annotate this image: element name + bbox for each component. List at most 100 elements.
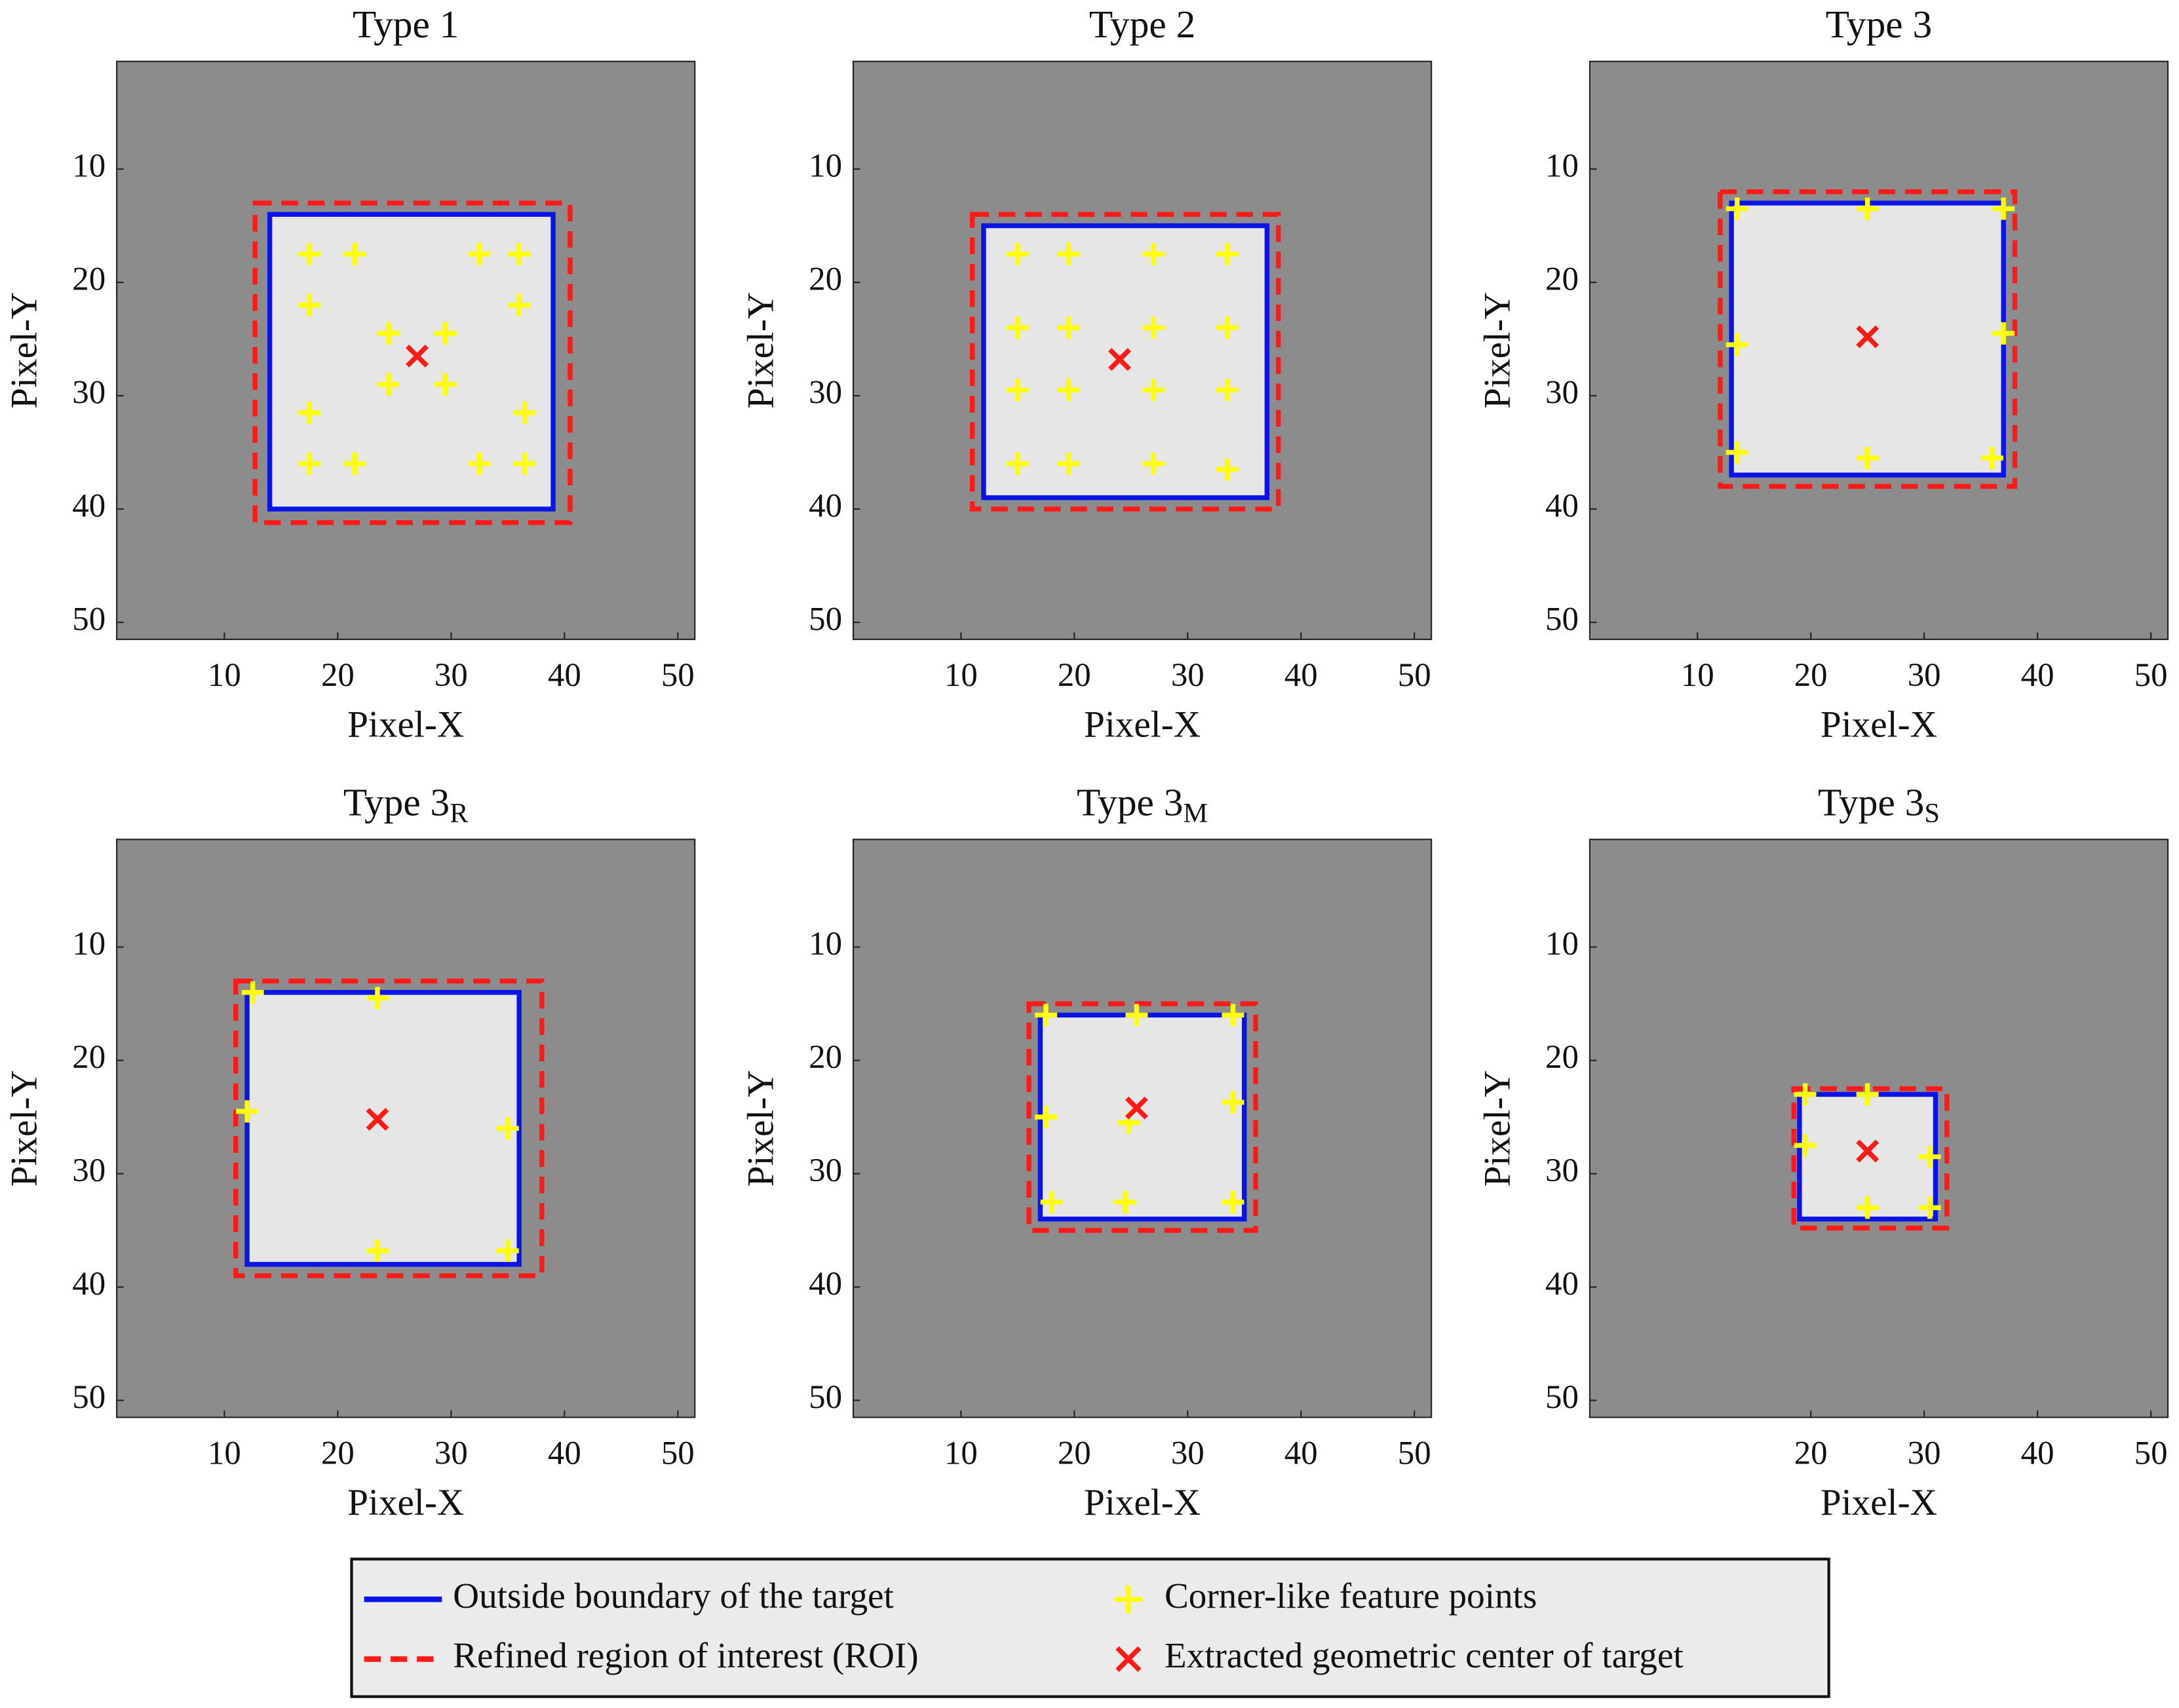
plus-shape [1142,452,1165,475]
panel-title: Type 3S [1818,780,1940,829]
corner-point [1980,447,2003,470]
legend-label: Refined region of interest (ROI) [453,1635,918,1675]
plus-shape [1794,1083,1817,1106]
x-tick-label: 20 [1058,657,1091,694]
y-tick-label: 20 [72,261,106,298]
y-axis-label: Pixel-Y [740,292,781,409]
plus-shape [1040,1190,1063,1213]
y-axis-label: Pixel-Y [1476,292,1518,409]
plus-shape [1918,1145,1941,1168]
plus-shape [241,981,264,1004]
corner-point [1222,1091,1244,1114]
title-text: Type 2 [1089,2,1195,45]
x-axis-label: Pixel-X [1821,1482,1937,1523]
plus-shape [513,401,536,424]
plus-shape [1006,379,1029,402]
plus-shape [1222,1004,1244,1027]
corner-point [1216,242,1239,265]
corner-point [496,1117,519,1140]
plus-shape [468,452,491,475]
y-tick-label: 50 [72,1379,106,1416]
y-axis-label: Pixel-Y [4,1070,45,1186]
plus-shape [1216,242,1239,265]
roi-rect [233,978,545,1278]
plus-shape [496,1240,519,1262]
corner-point [1216,458,1239,481]
title-text: Type 3 [1826,2,1932,45]
plus-shape [1726,333,1748,356]
corner-point [1142,452,1165,475]
plus-shape [1216,379,1239,402]
axes-frame [1589,60,2169,640]
y-tick-label: 40 [809,1266,842,1302]
plus-shape [1216,458,1239,481]
corner-point [1114,1190,1137,1213]
y-tick-label: 10 [809,926,842,962]
x-axis-label: Pixel-X [347,1482,464,1523]
y-tick-label: 10 [1545,926,1579,962]
plus-shape [513,452,536,475]
plus-shape [508,294,531,316]
x-tick-label: 30 [1171,1435,1205,1471]
y-tick-label: 50 [809,1379,842,1416]
axes-frame [1589,839,2169,1418]
plus-shape [1918,1196,1941,1219]
corner-point [1125,1004,1148,1027]
corner-point [1006,379,1029,402]
corner-point [1142,316,1165,339]
x-tick-label: 50 [1398,657,1431,694]
plus-shape [1992,322,2015,345]
center-point [406,344,429,368]
cross-shape [406,344,429,368]
plus-shape [298,401,321,424]
x-tick-label: 50 [661,1435,695,1471]
corner-point [298,242,321,265]
x-tick-label: 10 [208,1435,241,1471]
plus-shape [1057,242,1080,265]
roi-rect [252,200,573,525]
corner-point [1856,1083,1879,1106]
y-axis-label: Pixel-Y [4,292,45,409]
panel-title: Type 3 [1826,2,1932,45]
corner-point [1856,447,1879,470]
corner-point [513,452,536,475]
plus-shape [1222,1091,1244,1114]
center-point [1115,1646,1142,1672]
corner-point [1992,197,2015,220]
y-tick-label: 20 [809,1039,842,1076]
y-axis-label: Pixel-Y [1476,1070,1518,1186]
corner-point [1794,1134,1817,1157]
corner-point [1992,322,2015,345]
corner-point [496,1240,519,1262]
y-tick-label: 10 [72,148,106,185]
x-tick-label: 50 [661,657,695,694]
x-tick-label: 10 [944,1435,978,1471]
plus-shape [1142,379,1165,402]
corner-point [1918,1145,1941,1168]
x-tick-label: 40 [1284,657,1318,694]
corner-point [468,452,491,475]
plus-shape [434,373,457,396]
corner-point [1040,1190,1063,1213]
plus-shape [1992,197,2015,220]
corner-point [1057,452,1080,475]
x-tick-label: 10 [208,657,241,694]
corner-point [1222,1190,1244,1213]
corner-point [1918,1196,1941,1219]
legend-box [350,1557,1830,1698]
axes-frame [852,839,1433,1418]
corner-point [1006,242,1029,265]
y-axis-label: Pixel-Y [740,1070,781,1186]
y-tick-label: 30 [1545,375,1579,411]
x-tick-label: 40 [548,1435,581,1471]
x-tick-label: 20 [1794,1435,1828,1471]
axes-frame [116,839,696,1418]
x-tick-label: 50 [2134,1435,2168,1471]
x-axis-label: Pixel-X [347,704,464,746]
y-tick-label: 30 [72,1152,106,1189]
x-tick-label: 30 [1171,657,1205,694]
plus-shape [1142,316,1165,339]
plus-shape [1726,197,1748,220]
y-tick-label: 10 [72,926,106,962]
plus-shape [1222,1190,1244,1213]
